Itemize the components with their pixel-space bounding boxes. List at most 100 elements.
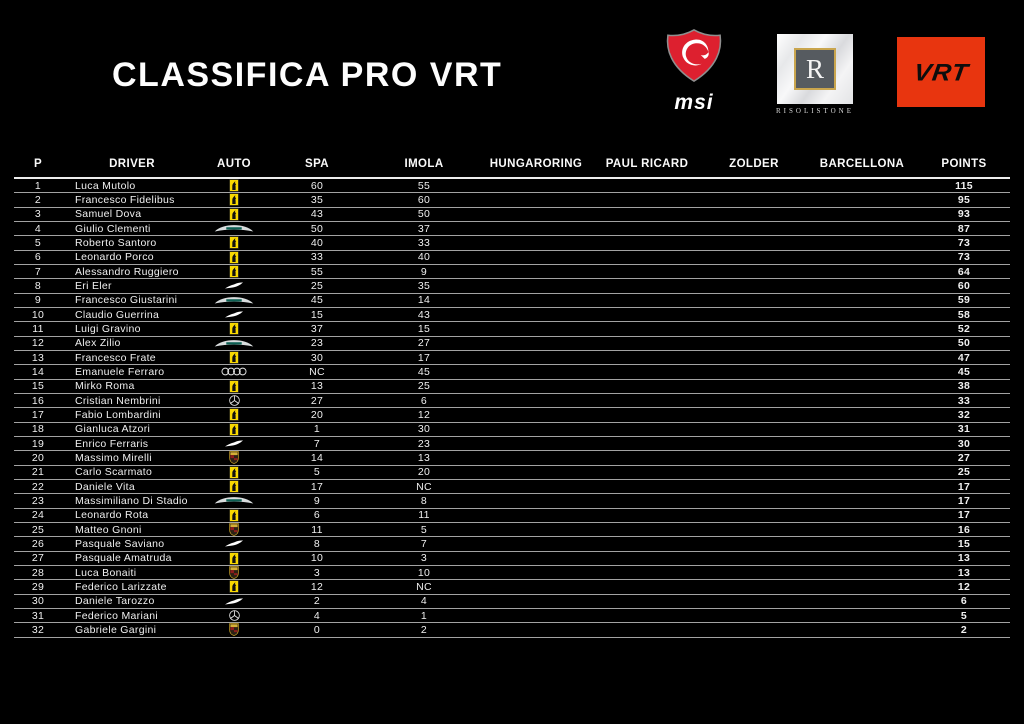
p-cell: 14 <box>31 365 45 378</box>
table-row: 5 Roberto Santoro 40 33 73 <box>14 236 1010 251</box>
hungaroring-cell <box>480 294 592 307</box>
hungaroring-cell <box>480 337 592 350</box>
zolder-cell <box>702 351 806 364</box>
driver-cell: Claudio Guerrina <box>75 308 160 321</box>
zolder-cell <box>702 480 806 493</box>
hungaroring-cell <box>480 552 592 565</box>
zolder-cell <box>702 494 806 507</box>
table-row: 2 Francesco Fidelibus 35 60 95 <box>14 193 1010 208</box>
driver-cell: Emanuele Ferraro <box>75 365 165 378</box>
table-row: 7 Alessandro Ruggiero 55 9 64 <box>14 265 1010 280</box>
auto-cell <box>202 222 266 235</box>
auto-cell <box>202 595 266 608</box>
ferrari-logo-icon <box>229 351 239 364</box>
spa-cell: 8 <box>313 537 321 550</box>
barcellona-cell <box>806 337 918 350</box>
hungaroring-cell <box>480 609 592 622</box>
spa-cell: 20 <box>310 408 324 421</box>
ferrari-logo-icon <box>229 480 239 493</box>
imola-cell: NC <box>416 480 432 493</box>
aston-martin-logo-icon <box>214 339 254 347</box>
driver-cell: Alessandro Ruggiero <box>75 265 179 278</box>
p-cell: 7 <box>34 265 42 278</box>
driver-cell: Francesco Giustarini <box>75 294 178 307</box>
zolder-cell <box>702 365 806 378</box>
imola-cell: 25 <box>417 380 431 393</box>
hungaroring-cell <box>480 380 592 393</box>
auto-cell <box>202 494 266 507</box>
table-row: 15 Mirko Roma 13 25 38 <box>14 379 1010 394</box>
zolder-cell <box>702 236 806 249</box>
paul-ricard-cell <box>592 580 702 593</box>
zolder-cell <box>702 552 806 565</box>
table-row: 12 Alex Zilio 23 27 50 <box>14 337 1010 351</box>
standings-table: P DRIVER AUTO SPA IMOLA HUNGARORING PAUL RICAR… <box>14 150 1010 638</box>
risolistone-wordmark: RISOLISTONE <box>776 107 854 115</box>
points-cell: 45 <box>957 365 971 378</box>
imola-cell: 9 <box>420 265 428 278</box>
p-cell: 25 <box>31 523 45 536</box>
auto-cell <box>202 179 266 193</box>
zolder-cell <box>702 609 806 622</box>
spa-cell: 1 <box>313 423 321 436</box>
auto-cell <box>202 250 266 264</box>
imola-cell: 60 <box>417 193 431 206</box>
driver-cell: Alex Zilio <box>75 337 121 350</box>
imola-cell: 3 <box>420 552 428 565</box>
auto-cell <box>202 623 266 637</box>
p-cell: 23 <box>31 494 45 507</box>
ferrari-logo-icon <box>229 465 239 479</box>
paul-ricard-cell <box>592 279 702 292</box>
table-row: 28 Luca Bonaiti 3 10 13 <box>14 566 1010 581</box>
barcellona-cell <box>806 179 918 192</box>
points-cell: 16 <box>957 523 971 536</box>
auto-cell <box>202 480 266 493</box>
table-row: 9 Francesco Giustarini 45 14 59 <box>14 294 1010 308</box>
hungaroring-cell <box>480 466 592 479</box>
barcellona-cell <box>806 437 918 450</box>
paul-ricard-cell <box>592 623 702 636</box>
table-row: 26 Pasquale Saviano 8 7 15 <box>14 537 1010 552</box>
mercedes-logo-icon <box>228 610 240 621</box>
auto-cell <box>202 236 266 250</box>
auto-cell <box>202 379 266 393</box>
zolder-cell <box>702 222 806 235</box>
paul-ricard-cell <box>592 552 702 565</box>
p-cell: 1 <box>34 179 42 192</box>
table-row: 20 Massimo Mirelli 14 13 27 <box>14 451 1010 466</box>
points-cell: 73 <box>957 236 971 249</box>
hungaroring-cell <box>480 222 592 235</box>
zolder-cell <box>702 566 806 579</box>
table-row: 29 Federico Larizzate 12 NC 12 <box>14 580 1010 595</box>
imola-cell: NC <box>416 580 432 593</box>
spa-cell: 13 <box>310 380 324 393</box>
zolder-cell <box>702 193 806 206</box>
column-header-zolder: ZOLDER <box>729 157 779 170</box>
p-cell: 2 <box>34 193 42 206</box>
barcellona-cell <box>806 523 918 536</box>
driver-cell: Francesco Fidelibus <box>75 193 175 206</box>
hungaroring-cell <box>480 208 592 221</box>
table-row: 27 Pasquale Amatruda 10 3 13 <box>14 551 1010 566</box>
driver-cell: Fabio Lombardini <box>75 408 161 421</box>
p-cell: 16 <box>31 394 45 407</box>
barcellona-cell <box>806 494 918 507</box>
imola-cell: 4 <box>420 595 428 608</box>
zolder-cell <box>702 437 806 450</box>
driver-cell: Roberto Santoro <box>75 236 157 249</box>
p-cell: 22 <box>31 480 45 493</box>
imola-cell: 12 <box>417 408 431 421</box>
risolistone-logo: R RISOLISTONE <box>774 28 856 115</box>
p-cell: 3 <box>34 208 42 221</box>
zolder-cell <box>702 265 806 278</box>
points-cell: 73 <box>957 251 971 264</box>
points-cell: 2 <box>960 623 968 636</box>
auto-cell <box>202 609 266 622</box>
driver-cell: Gabriele Gargini <box>75 623 157 636</box>
imola-cell: 43 <box>417 308 431 321</box>
barcellona-cell <box>806 480 918 493</box>
zolder-cell <box>702 294 806 307</box>
paul-ricard-cell <box>592 437 702 450</box>
spa-cell: 3 <box>313 566 321 579</box>
hungaroring-cell <box>480 394 592 407</box>
